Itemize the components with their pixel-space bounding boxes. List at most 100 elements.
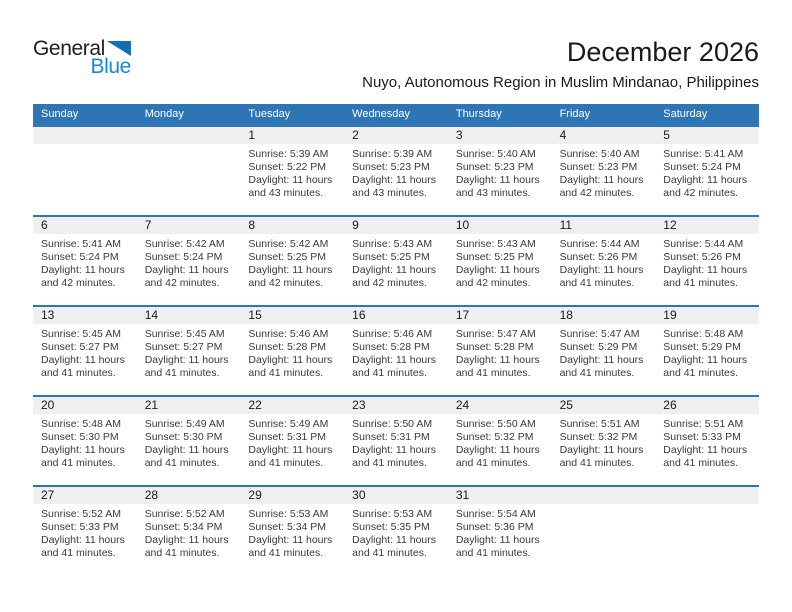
day-number: 19: [663, 308, 677, 322]
daylight-text-line1: Daylight: 11 hours: [663, 264, 748, 276]
daylight-text-line2: and 42 minutes.: [41, 277, 116, 289]
daylight-text-line2: and 41 minutes.: [663, 277, 738, 289]
sunrise-text: Sunrise: 5:50 AM: [455, 418, 536, 430]
sunset-text: Sunset: 5:23 PM: [559, 161, 638, 173]
sunrise-text: Sunrise: 5:53 AM: [248, 508, 329, 520]
sunrise-text: Sunrise: 5:43 AM: [455, 238, 536, 250]
sunrise-text: Sunrise: 5:40 AM: [455, 148, 536, 160]
daylight-text-line1: Daylight: 11 hours: [248, 264, 333, 276]
daylight-text-line2: and 41 minutes.: [559, 457, 635, 469]
day-cell: 5 Sunrise: 5:41 AM Sunset: 5:24 PM Daylight…: [655, 127, 759, 215]
sunrise-text: Sunrise: 5:44 AM: [663, 238, 744, 250]
weekday-tuesday: Tuesday: [248, 108, 291, 120]
sunset-text: Sunset: 5:29 PM: [559, 341, 638, 353]
day-number: 23: [352, 398, 366, 412]
day-cell: 10 Sunrise: 5:43 AM Sunset: 5:25 PM Dayligh…: [448, 217, 552, 305]
sunset-text: Sunset: 5:23 PM: [352, 161, 430, 173]
sunset-text: Sunset: 5:27 PM: [41, 341, 119, 353]
daylight-text-line2: and 41 minutes.: [352, 547, 427, 559]
sunset-text: Sunset: 5:24 PM: [41, 251, 119, 263]
daylight-text-line1: Daylight: 11 hours: [455, 444, 540, 456]
day-cell: 30 Sunrise: 5:53 AM Sunset: 5:35 PM Dayligh…: [344, 487, 448, 575]
daylight-text-line1: Daylight: 11 hours: [144, 444, 229, 456]
week-row: 20 Sunrise: 5:48 AM Sunset: 5:30 PM Dayligh…: [33, 395, 759, 485]
day-number: 15: [248, 308, 262, 322]
day-number: 12: [663, 218, 677, 232]
daylight-text-line1: Daylight: 11 hours: [144, 534, 229, 546]
daylight-text-line2: and 42 minutes.: [248, 277, 324, 289]
daylight-text-line2: and 41 minutes.: [248, 457, 324, 469]
daylight-text-line2: and 41 minutes.: [663, 367, 738, 379]
sunset-text: Sunset: 5:25 PM: [352, 251, 430, 263]
sunset-text: Sunset: 5:24 PM: [663, 161, 741, 173]
calendar-body: 1 Sunrise: 5:39 AM Sunset: 5:22 PM Daylight…: [33, 125, 759, 575]
logo-triangle-icon: [106, 41, 131, 56]
sunset-text: Sunset: 5:25 PM: [248, 251, 327, 263]
sunrise-text: Sunrise: 5:54 AM: [455, 508, 536, 520]
sunset-text: Sunset: 5:34 PM: [248, 521, 327, 533]
daylight-text-line2: and 41 minutes.: [41, 547, 116, 559]
day-cell: 16 Sunrise: 5:46 AM Sunset: 5:28 PM Dayligh…: [344, 307, 448, 395]
day-number: 1: [248, 128, 256, 142]
day-cell: 22 Sunrise: 5:49 AM Sunset: 5:31 PM Dayligh…: [240, 397, 344, 485]
sunrise-text: Sunrise: 5:48 AM: [663, 328, 744, 340]
sunset-text: Sunset: 5:32 PM: [455, 431, 534, 443]
day-cell: 4 Sunrise: 5:40 AM Sunset: 5:23 PM Daylight…: [552, 127, 656, 215]
daylight-text-line2: and 41 minutes.: [455, 547, 531, 559]
day-cell: 2 Sunrise: 5:39 AM Sunset: 5:23 PM Daylight…: [344, 127, 448, 215]
daylight-text-line1: Daylight: 11 hours: [455, 264, 540, 276]
day-cell: 18 Sunrise: 5:47 AM Sunset: 5:29 PM Dayligh…: [552, 307, 656, 395]
day-number: 14: [144, 308, 159, 322]
daylight-text-line1: Daylight: 11 hours: [41, 264, 125, 276]
week-row: 13 Sunrise: 5:45 AM Sunset: 5:27 PM Dayligh…: [33, 305, 759, 395]
daylight-text-line2: and 43 minutes.: [352, 187, 427, 199]
day-cell: 8 Sunrise: 5:42 AM Sunset: 5:25 PM Daylight…: [240, 217, 344, 305]
day-number: 2: [352, 128, 359, 142]
sunrise-text: Sunrise: 5:47 AM: [455, 328, 536, 340]
daylight-text-line1: Daylight: 11 hours: [352, 354, 436, 366]
day-number: 9: [352, 218, 359, 232]
day-cell: 29 Sunrise: 5:53 AM Sunset: 5:34 PM Dayligh…: [240, 487, 344, 575]
daylight-text-line2: and 41 minutes.: [559, 277, 635, 289]
daylight-text-line1: Daylight: 11 hours: [663, 444, 748, 456]
daylight-text-line2: and 41 minutes.: [663, 457, 738, 469]
daylight-text-line2: and 43 minutes.: [248, 187, 324, 199]
sunrise-text: Sunrise: 5:51 AM: [663, 418, 744, 430]
day-cell: 26 Sunrise: 5:51 AM Sunset: 5:33 PM Dayligh…: [655, 397, 759, 485]
day-cell: 7 Sunrise: 5:42 AM Sunset: 5:24 PM Daylight…: [137, 217, 241, 305]
daylight-text-line2: and 42 minutes.: [352, 277, 427, 289]
day-number: 29: [248, 488, 262, 502]
day-cell: 6 Sunrise: 5:41 AM Sunset: 5:24 PM Daylight…: [33, 217, 137, 305]
daylight-text-line2: and 41 minutes.: [41, 457, 116, 469]
sunset-text: Sunset: 5:31 PM: [352, 431, 430, 443]
sunrise-text: Sunrise: 5:42 AM: [248, 238, 329, 250]
sunset-text: Sunset: 5:25 PM: [455, 251, 534, 263]
day-cell: 27 Sunrise: 5:52 AM Sunset: 5:33 PM Dayligh…: [33, 487, 137, 575]
sunrise-text: Sunrise: 5:40 AM: [559, 148, 640, 160]
day-number: 16: [352, 308, 366, 322]
daylight-text-line2: and 41 minutes.: [144, 457, 220, 469]
sunset-text: Sunset: 5:29 PM: [663, 341, 741, 353]
sunset-text: Sunset: 5:31 PM: [248, 431, 327, 443]
sunrise-text: Sunrise: 5:51 AM: [559, 418, 640, 430]
weekday-thursday: Thursday: [455, 108, 502, 120]
sunrise-text: Sunrise: 5:43 AM: [352, 238, 433, 250]
day-number: 26: [663, 398, 677, 412]
daylight-text-line1: Daylight: 11 hours: [248, 354, 333, 366]
sunrise-text: Sunrise: 5:39 AM: [248, 148, 329, 160]
day-number: 28: [144, 488, 159, 502]
sunrise-text: Sunrise: 5:39 AM: [352, 148, 433, 160]
daylight-text-line1: Daylight: 11 hours: [248, 534, 333, 546]
sunrise-text: Sunrise: 5:41 AM: [663, 148, 744, 160]
day-cell: 19 Sunrise: 5:48 AM Sunset: 5:29 PM Dayligh…: [655, 307, 759, 395]
daylight-text-line1: Daylight: 11 hours: [352, 264, 436, 276]
day-cell: 31 Sunrise: 5:54 AM Sunset: 5:36 PM Dayligh…: [448, 487, 552, 575]
daylight-text-line2: and 43 minutes.: [455, 187, 531, 199]
day-cell-empty: [137, 127, 241, 215]
sunset-text: Sunset: 5:26 PM: [663, 251, 741, 263]
day-cell: 12 Sunrise: 5:44 AM Sunset: 5:26 PM Dayligh…: [655, 217, 759, 305]
daylight-text-line1: Daylight: 11 hours: [41, 534, 125, 546]
day-cell: 15 Sunrise: 5:46 AM Sunset: 5:28 PM Dayligh…: [240, 307, 344, 395]
day-number: 25: [559, 398, 573, 412]
day-cell-empty: [655, 487, 759, 575]
